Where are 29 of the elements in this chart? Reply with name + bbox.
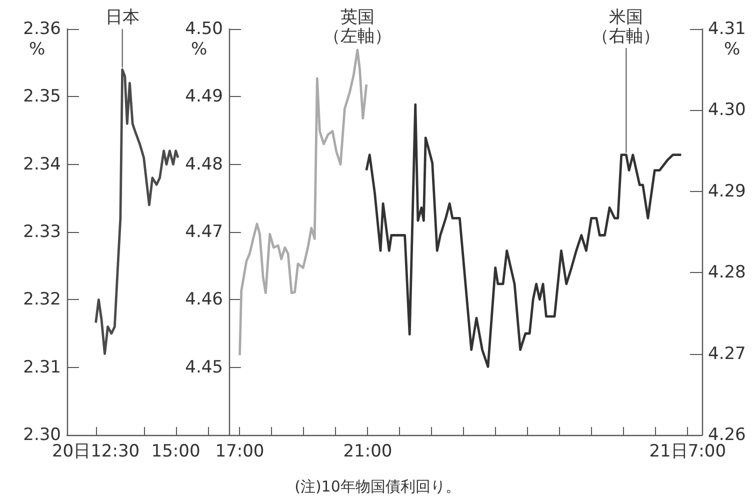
y3-tick-label: 4.47: [185, 222, 223, 242]
y-tick-label: 4.30: [708, 100, 746, 120]
y2-axis-title: %: [29, 40, 46, 60]
annotation: （右軸）: [592, 26, 660, 46]
y-tick-label: 4.29: [708, 181, 746, 202]
y2-tick-label: 2.35: [23, 86, 61, 107]
y3-tick-label: 4.48: [185, 154, 223, 174]
y3-tick-label: 4.45: [185, 357, 223, 378]
y2-tick-label: 2.32: [23, 290, 61, 310]
y2-tick-label: 2.31: [23, 357, 61, 378]
y-axis-title: %: [724, 40, 740, 60]
y3-axis-title: %: [191, 40, 208, 60]
annotation: （左軸）: [323, 26, 392, 46]
y3-tick-label: 4.46: [185, 290, 223, 310]
y2-tick-label: 2.36: [23, 19, 61, 39]
y3-tick-label: 4.50: [185, 19, 223, 39]
y-tick-label: 4.31: [708, 19, 746, 39]
y2-tick-label: 2.33: [23, 222, 61, 242]
text: (注)10年物国債利回り。: [294, 478, 460, 496]
y-tick-label: 4.27: [708, 344, 746, 364]
y2-tick-label: 2.34: [23, 154, 61, 174]
series-label: 英国: [340, 8, 374, 28]
x-tick-label: 15:00: [151, 442, 200, 462]
y3-tick-label: 4.49: [185, 86, 223, 107]
x-tick-label: 21:00: [343, 442, 392, 462]
x-tick-label: 17:00: [215, 442, 264, 462]
text: 米国: [609, 8, 644, 28]
y-tick-label: 4.28: [708, 262, 746, 283]
text: 日本: [105, 8, 140, 28]
